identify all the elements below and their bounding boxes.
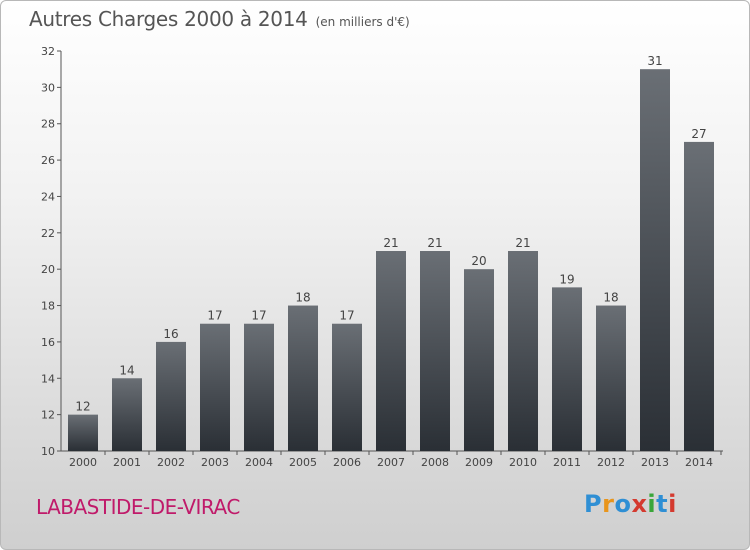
data-label: 18 [295, 291, 310, 305]
x-tick-label: 2010 [509, 456, 537, 469]
logo-letter: o [614, 490, 632, 518]
logo-letter: P [584, 490, 603, 518]
bars [68, 69, 714, 451]
data-label: 18 [603, 291, 618, 305]
data-label: 14 [119, 363, 134, 377]
data-label: 21 [515, 236, 530, 250]
x-tick-label: 2005 [289, 456, 317, 469]
x-tick-label: 2001 [113, 456, 141, 469]
x-tick-label: 2013 [641, 456, 669, 469]
data-label: 17 [251, 309, 266, 323]
y-tick-label: 24 [41, 190, 55, 203]
y-tick-label: 30 [41, 81, 55, 94]
logo-letter: i [668, 490, 677, 518]
x-tick-label: 2004 [245, 456, 273, 469]
y-tick-label: 20 [41, 263, 55, 276]
bar [244, 323, 274, 451]
bar [376, 251, 406, 451]
bar [332, 323, 362, 451]
bar [552, 287, 582, 451]
x-tick-label: 2009 [465, 456, 493, 469]
y-tick-label: 26 [41, 154, 55, 167]
x-tick-label: 2014 [685, 456, 713, 469]
y-tick-label: 18 [41, 300, 55, 313]
title-row: Autres Charges 2000 à 2014 (en milliers d… [29, 7, 410, 31]
data-label: 17 [339, 309, 354, 323]
bar [464, 269, 494, 451]
x-tick-label: 2003 [201, 456, 229, 469]
bar [508, 251, 538, 451]
x-tick-label: 2011 [553, 456, 581, 469]
y-tick-label: 10 [41, 445, 55, 458]
y-tick-label: 12 [41, 409, 55, 422]
bar [288, 305, 318, 451]
logo-letter: x [631, 490, 648, 518]
data-label: 31 [647, 54, 662, 68]
x-tick-label: 2002 [157, 456, 185, 469]
y-tick-label: 28 [41, 118, 55, 131]
data-labels: 12 14 16 17 17 18 17 21 21 20 21 19 18 31 27 [75, 54, 706, 413]
bar [640, 69, 670, 451]
bar [596, 305, 626, 451]
y-tick-label: 32 [41, 45, 55, 58]
y-tick-label: 14 [41, 372, 55, 385]
data-label: 12 [75, 400, 90, 414]
chart-title: Autres Charges 2000 à 2014 [29, 7, 308, 31]
x-tick-label: 2012 [597, 456, 625, 469]
x-tick-label: 2000 [69, 456, 97, 469]
chart-subtitle: (en milliers d'€) [315, 15, 410, 29]
commune-name: LABASTIDE-DE-VIRAC [36, 495, 240, 519]
data-label: 16 [163, 327, 178, 341]
bar [156, 341, 186, 451]
data-label: 21 [383, 236, 398, 250]
data-label: 27 [691, 127, 706, 141]
data-label: 17 [207, 309, 222, 323]
proxiti-logo: Proxiti [584, 490, 677, 518]
y-tick-label: 22 [41, 227, 55, 240]
x-tick-label: 2008 [421, 456, 449, 469]
bar [684, 141, 714, 451]
bar [200, 323, 230, 451]
data-label: 21 [427, 236, 442, 250]
x-tick-label: 2006 [333, 456, 361, 469]
bar [420, 251, 450, 451]
logo-letter: t [656, 490, 669, 518]
bar [112, 378, 142, 451]
y-tick-label: 16 [41, 336, 55, 349]
axes: 10 12 14 16 18 20 22 24 26 28 30 32 2000 2001 2002 2003… [41, 45, 723, 469]
x-tick-label: 2007 [377, 456, 405, 469]
bar [68, 414, 98, 451]
logo-letter: i [647, 490, 657, 518]
data-label: 20 [471, 254, 486, 268]
data-label: 19 [559, 272, 574, 286]
logo-letter: r [602, 490, 615, 518]
